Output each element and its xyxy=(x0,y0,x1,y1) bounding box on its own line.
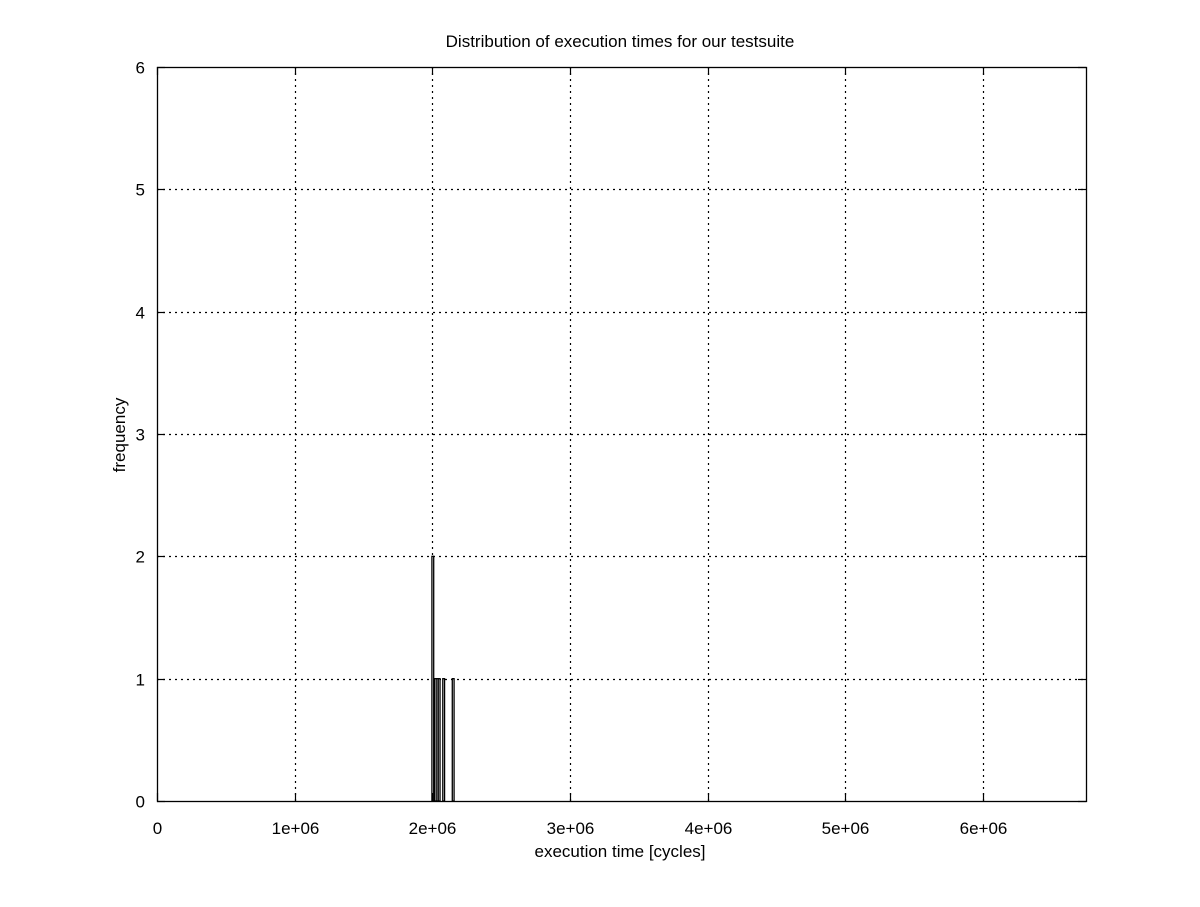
histogram-bar xyxy=(431,555,435,802)
x-tick-label: 2e+06 xyxy=(409,819,457,838)
y-tick-label: 1 xyxy=(136,671,145,690)
y-tick-label: 6 xyxy=(136,59,145,78)
y-tick-label: 2 xyxy=(136,548,145,567)
y-axis-ticks: 0 1 2 3 4 5 6 xyxy=(136,59,1086,812)
x-axis-ticks: 0 1e+06 2e+06 3e+06 4e+06 5e+06 6e+06 xyxy=(153,67,1008,838)
y-tick-label: 0 xyxy=(136,793,145,812)
histogram-bar xyxy=(442,678,446,802)
x-tick-label: 4e+06 xyxy=(685,819,733,838)
x-tick-label: 6e+06 xyxy=(960,819,1008,838)
chart-title: Distribution of execution times for our … xyxy=(446,32,795,51)
x-tick-label: 5e+06 xyxy=(822,819,870,838)
x-axis-label: execution time [cycles] xyxy=(534,842,705,861)
histogram-bar xyxy=(451,678,455,802)
y-axis-label: frequency xyxy=(110,397,129,472)
y-tick-label: 5 xyxy=(136,181,145,200)
histogram-bars xyxy=(431,555,455,802)
histogram-bar xyxy=(437,678,441,802)
y-tick-label: 3 xyxy=(136,426,145,445)
grid-lines xyxy=(157,67,1086,801)
y-tick-label: 4 xyxy=(136,304,145,323)
x-tick-label: 3e+06 xyxy=(547,819,595,838)
x-tick-label: 0 xyxy=(153,819,162,838)
x-tick-label: 1e+06 xyxy=(272,819,320,838)
